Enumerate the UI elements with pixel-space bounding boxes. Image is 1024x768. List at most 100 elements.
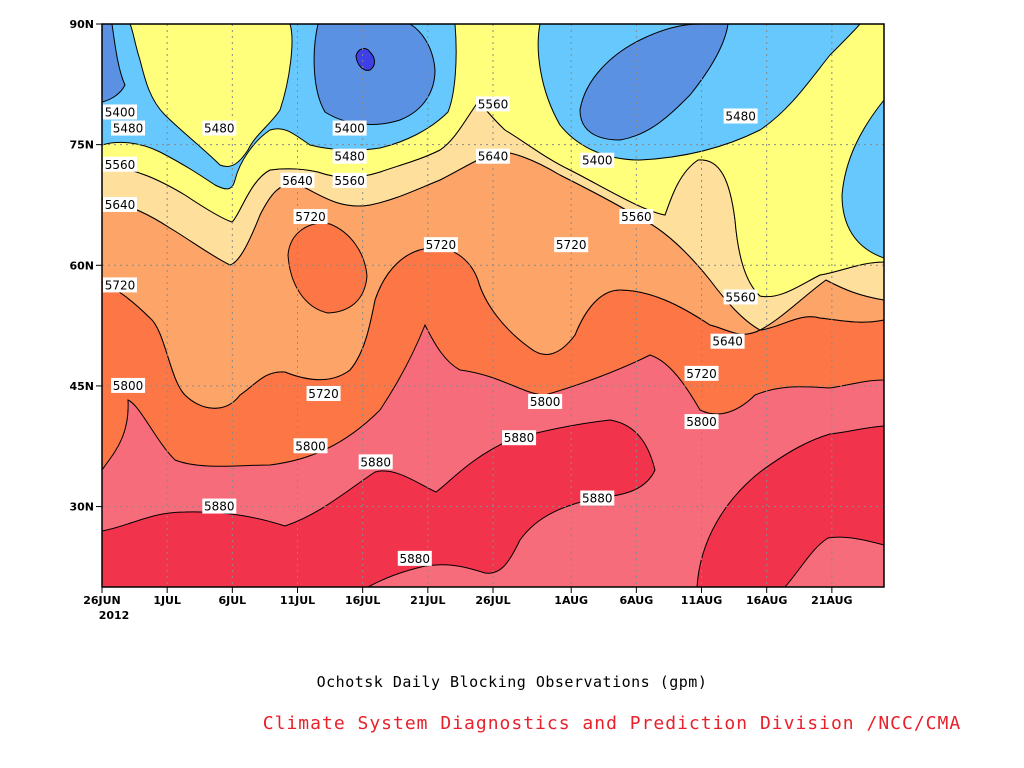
contour-label-box [202,498,237,514]
contour-label: 5560 [476,96,510,112]
contour-label-text: 5800 [530,395,561,409]
contour-label: 5720 [684,365,719,381]
contour-label-text: 5880 [582,492,613,506]
y-tick-label: 45N [69,380,94,393]
contour-label-box [580,152,615,168]
contour-label-text: 5800 [686,415,717,429]
grid-lines [102,24,884,587]
contour-label: 5560 [332,172,367,188]
contour-label: 5480 [723,108,758,124]
x-tick-label: 16JUL [345,594,380,607]
contour-label-text: 5560 [478,97,509,111]
x-tick-label: 6JUL [218,594,246,607]
contour-label: 5400 [580,152,615,168]
contour-label-text: 5640 [712,335,743,349]
contour-label-box [103,277,137,293]
contour-label-text: 5720 [105,278,136,292]
contour-label: 5720 [554,237,589,253]
contour-label-box [723,289,758,305]
contour-label-text: 5560 [725,290,756,304]
y-tick-label: 60N [69,259,94,272]
contour-label-text: 5880 [204,500,235,514]
contour-label: 5720 [103,277,137,293]
contour-label-box [103,196,137,212]
contour-label-box [306,385,341,401]
contour-label-box [723,108,758,124]
contour-label-box [111,120,146,136]
x-tick-label: 16AUG [746,594,787,607]
contour-label-box [103,156,137,172]
contour-label: 5880 [358,454,393,470]
contour-label: 5720 [423,237,458,253]
contour-label-box [332,120,367,136]
x-tick-label: 26JUL [475,594,510,607]
x-tick-label: 21AUG [811,594,852,607]
band-5400-5480-east-edge [841,99,884,259]
contour-label-box [202,120,237,136]
contour-label-text: 5880 [504,431,535,445]
contour-label: 5400 [332,120,367,136]
contour-label-box [397,550,432,566]
band-above-5880-west [102,419,656,587]
x-year-label: 2012 [99,609,130,622]
contour-label-box [293,438,328,454]
contour-label-box [103,104,137,120]
x-tick-label: 6AUG [619,594,653,607]
contour-label: 5800 [684,414,719,430]
y-axis: 30N 45N 60N 75N 90N [69,18,102,514]
contour-label-text: 5640 [105,198,136,212]
contour-label-box [684,414,719,430]
contour-label: 5480 [332,148,367,164]
contour-label: 5560 [723,289,758,305]
band-below-5400-east [579,24,729,141]
contour-label-text: 5880 [400,552,431,566]
contour-label-box [476,96,510,112]
contour-label-box [580,490,615,506]
contour-label-text: 5560 [334,174,365,188]
contour-label: 5880 [397,550,432,566]
band-above-5880-east [696,425,884,587]
contour-label: 5480 [202,120,237,136]
contour-label-text: 5720 [426,238,457,252]
contour-label-text: 5480 [113,122,144,136]
contour-labels: 5400 5480 5480 5560 5640 5720 5800 5880 5640 5720… [103,96,758,566]
contour-label-text: 5480 [725,109,756,123]
contour-label-text: 5480 [334,150,365,164]
x-tick-label: 26JUN [83,594,121,607]
contour-label-text: 5480 [204,122,235,136]
contour-label-box [619,209,654,225]
cell-5720-11jul [287,222,368,314]
contour-label-box [332,148,367,164]
contour-label-box [332,172,367,188]
contour-label-text: 5640 [478,150,509,164]
contour-label: 5640 [476,148,510,164]
contour-label-box [423,237,458,253]
contour-label-box [684,365,719,381]
contour-label-box [293,209,328,225]
band-below-5400-center [313,24,436,125]
y-tick-label: 30N [69,501,94,514]
contour-label: 5640 [103,196,137,212]
contour-label-text: 5640 [282,174,313,188]
x-tick-label: 11AUG [681,594,722,607]
contour-label-box [554,237,589,253]
contour-label-text: 5560 [621,210,652,224]
contour-label-box [280,172,315,188]
x-tick-label: 21JUL [410,594,445,607]
contour-label-box [502,430,537,446]
contour-label: 5800 [293,438,328,454]
contour-label-text: 5800 [113,379,144,393]
credit-line: Climate System Diagnostics and Predictio… [262,713,962,734]
contour-label-box [710,333,745,349]
contour-label: 5880 [580,490,615,506]
contour-label-box [528,394,563,410]
contour-label-box [111,377,146,393]
contour-label-text: 5880 [360,455,391,469]
contour-label: 5400 [103,104,137,120]
contour-label-text: 5800 [295,439,326,453]
contour-label-text: 5400 [105,105,136,119]
x-tick-label: 11JUL [280,594,315,607]
contour-label: 5480 [111,120,146,136]
contour-label-text: 5400 [582,154,613,168]
